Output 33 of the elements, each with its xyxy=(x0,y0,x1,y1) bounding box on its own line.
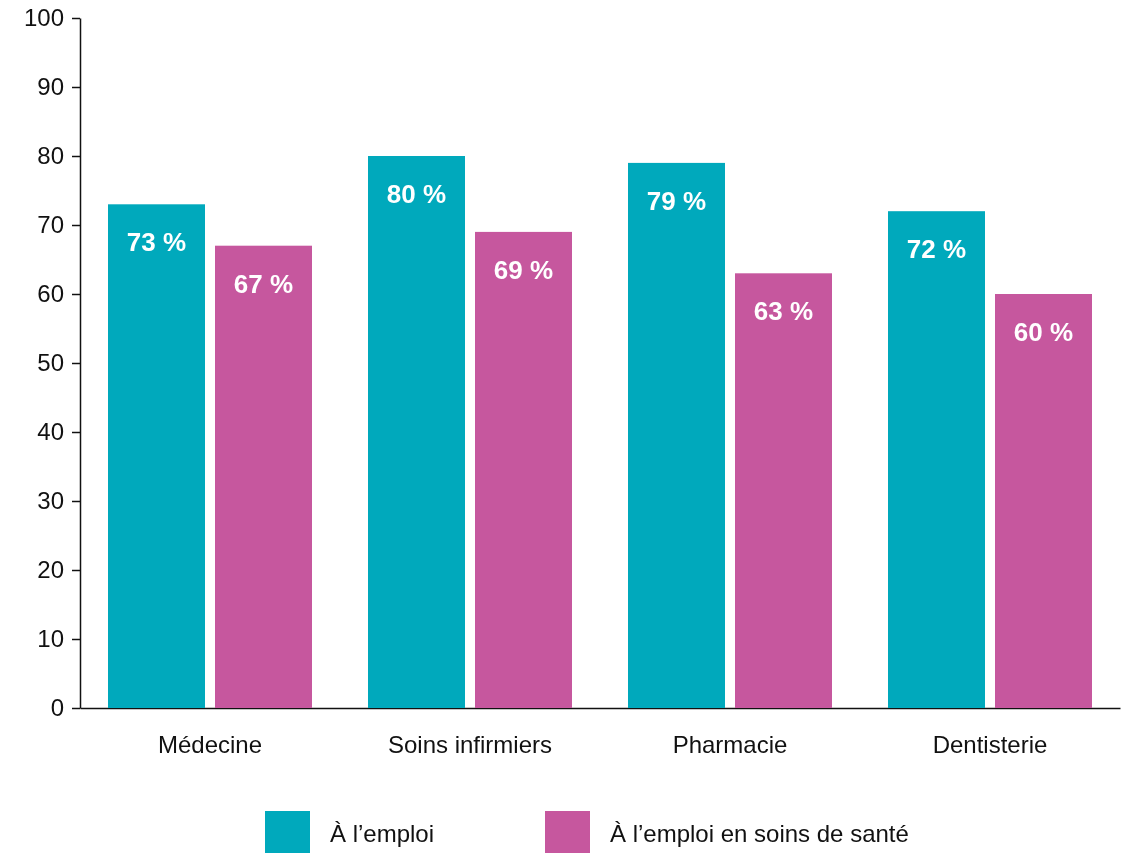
data-label: 69 % xyxy=(493,254,554,285)
bar xyxy=(475,231,572,708)
data-label: 63 % xyxy=(753,296,814,327)
bar xyxy=(888,211,985,708)
y-tick-label: 30 xyxy=(37,487,64,515)
bar xyxy=(995,294,1092,708)
data-label: 60 % xyxy=(1013,317,1074,347)
y-tick-label: 20 xyxy=(37,556,64,584)
x-tick-label: Médecine xyxy=(157,731,263,759)
bar xyxy=(735,273,832,708)
x-tick-label: Pharmacie xyxy=(672,731,788,759)
y-tick-label: 60 xyxy=(37,280,64,308)
bar xyxy=(628,162,725,708)
legend-label: À l’emploi xyxy=(330,820,435,847)
data-label: 79 % xyxy=(646,185,707,216)
y-tick-label: 10 xyxy=(37,625,64,653)
data-label: 67 % xyxy=(233,268,294,299)
y-tick-label: 40 xyxy=(37,418,64,446)
bar xyxy=(108,204,205,708)
y-tick-label: 80 xyxy=(37,142,64,170)
x-tick-label: Soins infirmiers xyxy=(387,731,553,759)
data-label: 73 % xyxy=(126,227,187,258)
y-tick-label: 0 xyxy=(50,694,64,722)
legend-label: À l’emploi en soins de santé xyxy=(610,820,909,847)
y-tick-label: 90 xyxy=(37,73,64,101)
bar xyxy=(215,245,312,708)
data-label: 72 % xyxy=(906,234,967,265)
y-tick-label: 100 xyxy=(23,4,64,32)
bar xyxy=(368,156,465,708)
data-label: 80 % xyxy=(386,179,447,209)
y-tick-label: 70 xyxy=(37,211,64,239)
y-tick-label: 50 xyxy=(37,349,64,377)
x-tick-label: Dentisterie xyxy=(932,731,1048,759)
